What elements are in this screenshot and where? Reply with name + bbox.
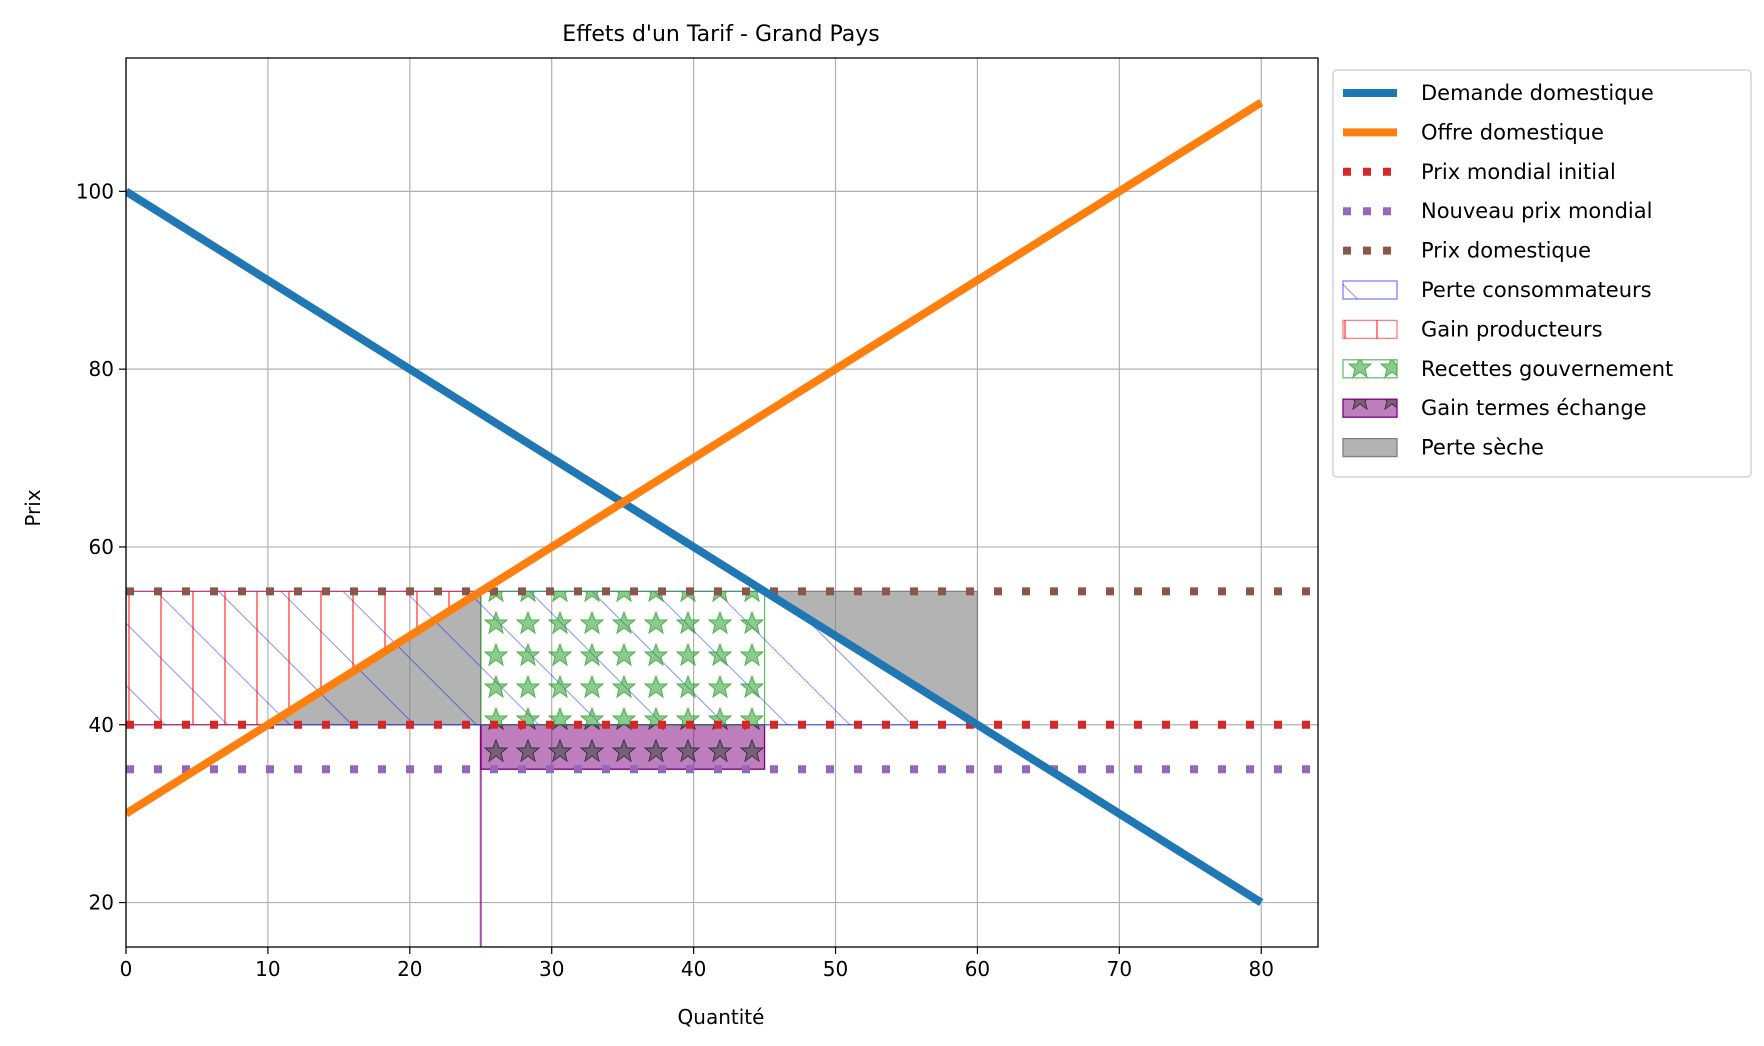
- legend-swatch: [1342, 280, 1398, 300]
- y-tick-label: 20: [89, 891, 114, 915]
- legend-label: Recettes gouvernement: [1421, 357, 1673, 381]
- legend-label: Nouveau prix mondial: [1421, 199, 1652, 223]
- line-offre-domestique: [126, 99, 1264, 818]
- legend-item-perte-seche: Perte sèche: [1342, 436, 1544, 460]
- chart-title: Effets d'un Tarif - Grand Pays: [562, 22, 879, 47]
- legend-item-perte-consommateurs: Perte consommateurs: [1342, 278, 1652, 302]
- y-tick-label: 60: [89, 535, 114, 559]
- x-tick-label: 80: [1249, 957, 1274, 981]
- legend-label: Gain producteurs: [1421, 317, 1603, 341]
- x-tick-label: 10: [255, 957, 280, 981]
- legend-swatch: [1342, 319, 1398, 340]
- legend-item-recettes-gouvernement: Recettes gouvernement: [1342, 357, 1673, 381]
- legend-item-gain-termes-echange: Gain termes échange: [1342, 396, 1647, 420]
- legend-swatch: [1342, 437, 1398, 458]
- x-tick-label: 40: [681, 957, 706, 981]
- legend-label: Gain termes échange: [1421, 396, 1647, 420]
- x-tick-label: 30: [539, 957, 564, 981]
- legend-label: Demande domestique: [1421, 81, 1654, 105]
- legend-swatch: [1342, 359, 1398, 379]
- legend-frame: [1332, 69, 1752, 478]
- plot-frame: [125, 57, 1319, 948]
- legend-item-gain-producteurs: Gain producteurs: [1342, 317, 1603, 341]
- x-axis-label: Quantité: [678, 1005, 765, 1029]
- series-lines: [126, 99, 1318, 906]
- legend-item-prix-mondial-initial: Prix mondial initial: [1343, 160, 1616, 184]
- grid: [125, 58, 1318, 947]
- legend-label: Prix mondial initial: [1421, 160, 1616, 184]
- y-axis-ticks: 20 40 60 80 100: [76, 179, 126, 915]
- legend-label: Prix domestique: [1421, 239, 1591, 263]
- legend-item-prix-domestique: Prix domestique: [1343, 239, 1591, 263]
- line-demande-domestique: [126, 187, 1264, 906]
- y-tick-label: 80: [89, 357, 114, 381]
- legend-item-nouveau-prix-mondial: Nouveau prix mondial: [1343, 199, 1652, 223]
- y-tick-label: 100: [76, 179, 114, 203]
- x-tick-label: 50: [823, 957, 848, 981]
- legend-item-offre-domestique: Offre domestique: [1343, 120, 1604, 144]
- y-tick-label: 40: [89, 713, 114, 737]
- x-tick-label: 0: [120, 957, 133, 981]
- legend-label: Offre domestique: [1421, 120, 1604, 144]
- legend-item-demande-domestique: Demande domestique: [1343, 81, 1654, 105]
- legend-label: Perte consommateurs: [1421, 278, 1652, 302]
- x-tick-label: 20: [397, 957, 422, 981]
- area-recettes-gouvernement: [480, 590, 766, 726]
- x-tick-label: 60: [965, 957, 990, 981]
- x-axis-ticks: 0 10 20 30 40 50 60 70 80: [120, 947, 1274, 981]
- x-tick-label: 70: [1107, 957, 1132, 981]
- legend-label: Perte sèche: [1421, 436, 1544, 460]
- legend: Demande domestique Offre domestique Prix m…: [1332, 69, 1752, 478]
- y-axis-label: Prix: [21, 489, 45, 526]
- legend-swatch: [1342, 398, 1398, 418]
- area-gain-termes-echange: [480, 724, 766, 770]
